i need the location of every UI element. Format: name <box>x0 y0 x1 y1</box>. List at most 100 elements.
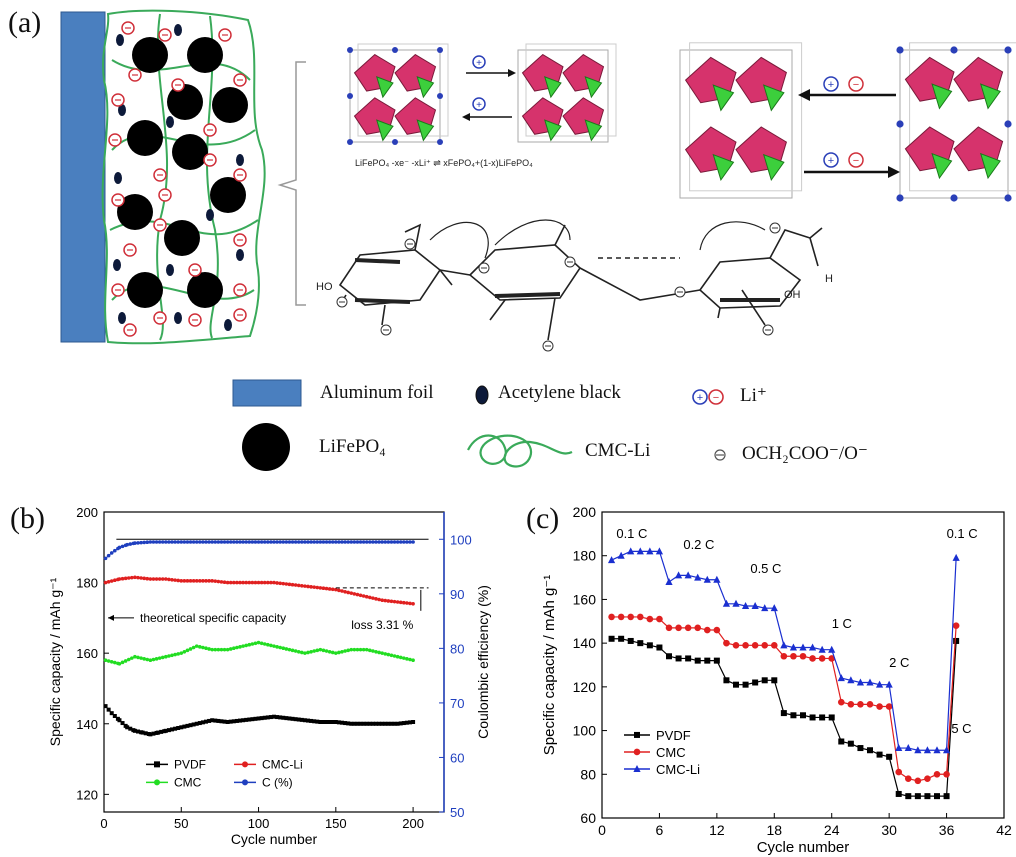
series-point <box>395 540 400 544</box>
series-point <box>675 655 682 662</box>
series-point <box>259 540 264 544</box>
series-point <box>367 721 372 726</box>
series-point <box>914 777 922 785</box>
series-point <box>761 642 769 649</box>
legend-label: CMC <box>656 745 686 760</box>
acetylene-black-particle <box>166 116 174 128</box>
series-point <box>228 540 233 544</box>
series-point <box>392 654 397 658</box>
series-point <box>752 679 759 686</box>
series-point <box>334 651 338 655</box>
series-point <box>732 642 740 649</box>
series-point <box>895 744 903 752</box>
po4-tetrahedron <box>712 153 735 182</box>
series-point <box>151 731 156 736</box>
series-point <box>173 578 177 582</box>
series-point <box>808 643 817 651</box>
series-point <box>247 580 252 585</box>
series-point <box>197 721 202 726</box>
series-point <box>241 718 246 723</box>
series-point <box>164 654 168 659</box>
series-point <box>694 624 702 632</box>
series-point <box>857 701 864 708</box>
series-point <box>250 580 255 585</box>
li-site-marker <box>347 139 353 145</box>
series-point <box>284 716 289 721</box>
series-point <box>278 645 282 650</box>
series-point <box>780 652 788 660</box>
po4-tetrahedron <box>762 84 785 112</box>
series-point <box>713 575 721 583</box>
series-point <box>210 718 215 723</box>
series-point <box>262 540 267 544</box>
series-point <box>207 647 211 651</box>
y-tick-label: 160 <box>76 646 98 661</box>
series-point <box>368 540 372 544</box>
series-point <box>157 540 162 544</box>
series-point <box>225 720 230 724</box>
series-point <box>330 650 335 655</box>
x-tick-label: 50 <box>174 816 188 831</box>
series-point <box>405 657 409 661</box>
series-point <box>106 553 111 558</box>
li-site-marker <box>896 120 904 128</box>
series-point <box>312 585 316 589</box>
series-point <box>268 715 273 720</box>
y2-tick-label: 50 <box>450 805 464 820</box>
series-point <box>281 715 286 720</box>
series-point <box>674 571 683 579</box>
series-point <box>923 746 932 754</box>
y2-axis-label: Coulombic efficiency (%) <box>475 585 491 739</box>
series-point <box>343 540 347 544</box>
series-point <box>355 721 360 726</box>
series-point <box>170 653 174 658</box>
series-point <box>374 721 378 726</box>
series-point <box>296 649 301 654</box>
series-point <box>368 595 372 600</box>
series-point <box>194 644 199 648</box>
series-point <box>284 540 289 544</box>
series-point <box>201 540 205 544</box>
series-point <box>265 715 270 720</box>
series-point <box>139 576 143 580</box>
electrode-schematic: + + + − + − LiFePO₄ -xe⁻ -xLi⁺ ⇌ xFePO₄+… <box>60 9 1016 471</box>
series-point <box>618 635 625 642</box>
series-point <box>818 655 826 662</box>
series-point <box>847 740 854 747</box>
lifepo4-particle <box>127 120 163 156</box>
series-point <box>371 540 375 544</box>
series-point <box>269 643 273 648</box>
series-point <box>741 601 750 609</box>
series-point <box>219 647 224 652</box>
series-point <box>287 540 292 544</box>
series-point <box>154 540 159 544</box>
acetylene-black-particle <box>236 154 244 166</box>
po4-tetrahedron <box>931 152 953 180</box>
series-point <box>222 580 227 585</box>
series-point <box>636 547 644 555</box>
series-point <box>340 589 344 593</box>
series-point <box>247 717 252 722</box>
x-tick-label: 0 <box>598 822 606 838</box>
series-point <box>361 594 366 598</box>
series-point <box>895 768 903 776</box>
series-point <box>235 580 239 585</box>
series-point <box>253 641 258 646</box>
rate-label: 0.5 C <box>750 561 781 576</box>
series-point <box>389 653 394 658</box>
series-point <box>210 540 214 544</box>
series-point <box>771 677 778 684</box>
series-point <box>109 660 114 664</box>
series-point <box>136 729 140 734</box>
series-point <box>204 646 208 651</box>
legend-aluminum-foil-swatch <box>232 379 302 407</box>
series-point <box>272 580 276 585</box>
series-point <box>222 647 227 652</box>
series-point <box>275 540 279 544</box>
series-point <box>334 587 338 592</box>
li-site-marker <box>437 139 443 145</box>
series-point <box>269 580 273 585</box>
series-point <box>133 654 137 659</box>
hydroxyl-label-left: HO <box>316 281 333 293</box>
legend-label: CMC <box>174 775 202 789</box>
